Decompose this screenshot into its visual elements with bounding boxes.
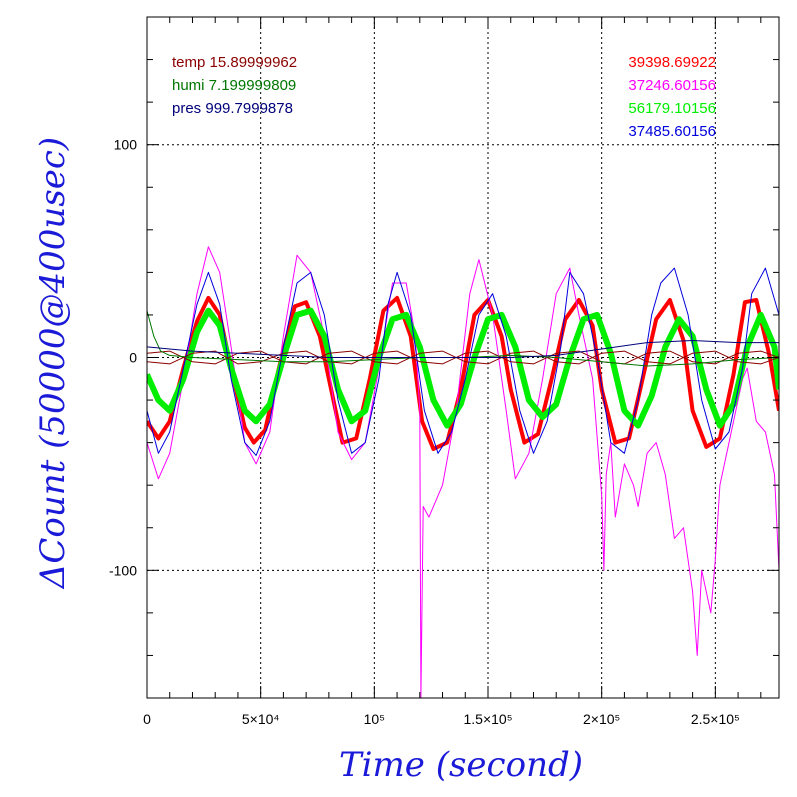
series-line <box>147 246 779 698</box>
series-line <box>147 350 779 365</box>
series-line <box>147 267 779 456</box>
y-tick-label: 100 <box>114 137 138 153</box>
legend-entry: pres 999.7999878 <box>172 100 293 117</box>
ticks: 0 5×10⁴ 10⁵ 1.5×10⁵ 2×10⁵ 2.5×10⁵ 100 0 -100 <box>109 16 779 727</box>
series-group <box>147 246 779 698</box>
x-tick-label: 2×10⁵ <box>583 711 620 727</box>
x-tick-label: 0 <box>143 711 151 727</box>
legend: temp 15.89999962 humi 7.199999809 pres 999… <box>172 54 716 140</box>
x-tick-label: 1.5×10⁵ <box>463 711 512 727</box>
series-line <box>147 340 779 358</box>
x-tick-label: 10⁵ <box>364 711 385 727</box>
x-tick-label: 2.5×10⁵ <box>691 711 740 727</box>
legend-entry: 39398.69922 <box>628 54 716 71</box>
x-tick-label: 5×10⁴ <box>242 711 280 727</box>
y-tick-label: -100 <box>109 562 137 578</box>
legend-entry: temp 15.89999962 <box>172 54 297 71</box>
y-tick-label: 0 <box>129 350 137 366</box>
series-line <box>147 310 779 367</box>
y-axis-title: ΔCount (50000@400usec) <box>33 137 73 590</box>
series-line <box>147 295 779 451</box>
x-axis-title: Time (second) <box>339 745 583 785</box>
series-line <box>147 350 779 365</box>
series-line <box>147 307 779 429</box>
legend-entry: 37485.60156 <box>628 123 716 140</box>
legend-entry: 56179.10156 <box>628 100 716 117</box>
legend-entry: humi 7.199999809 <box>172 77 296 94</box>
legend-entry: 37246.60156 <box>628 77 716 94</box>
